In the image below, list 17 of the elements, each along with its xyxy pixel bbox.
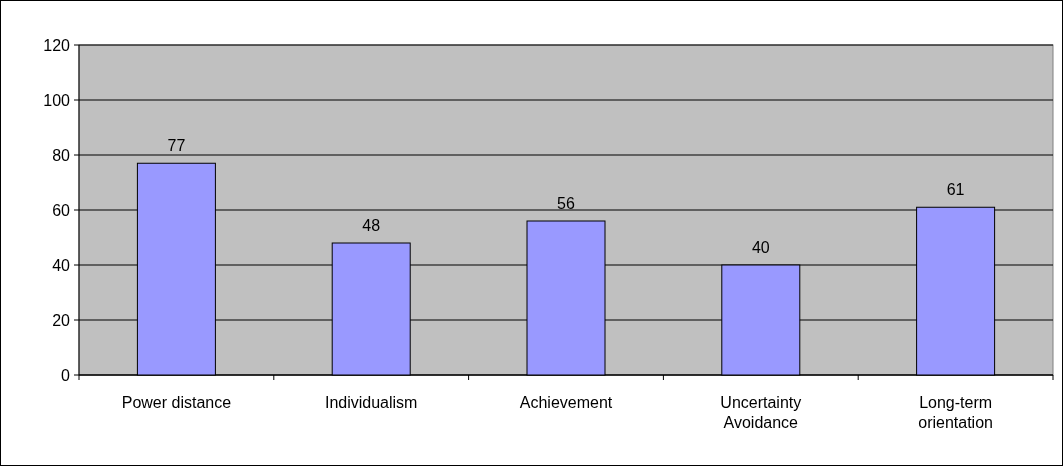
y-tick-label: 60 xyxy=(52,201,71,219)
x-tick-label: Power distance xyxy=(121,394,232,411)
data-label: 61 xyxy=(946,181,965,199)
y-tick-label: 20 xyxy=(52,311,71,329)
y-tick-label: 40 xyxy=(52,256,71,274)
y-tick-label: 80 xyxy=(52,146,71,164)
data-label: 40 xyxy=(751,239,770,256)
x-tick-label: Individualism xyxy=(324,394,418,411)
y-tick-label: 120 xyxy=(43,36,71,54)
x-tick-label: Achievement xyxy=(519,394,613,411)
x-tick-label: Long-term orientation xyxy=(918,394,993,431)
data-label: 48 xyxy=(362,217,381,234)
y-tick-label: 0 xyxy=(61,366,71,384)
data-label: 56 xyxy=(557,195,575,212)
x-tick-label: Uncertainty Avoidance xyxy=(720,394,802,431)
y-tick-label: 100 xyxy=(43,91,71,109)
data-label: 77 xyxy=(167,137,186,155)
